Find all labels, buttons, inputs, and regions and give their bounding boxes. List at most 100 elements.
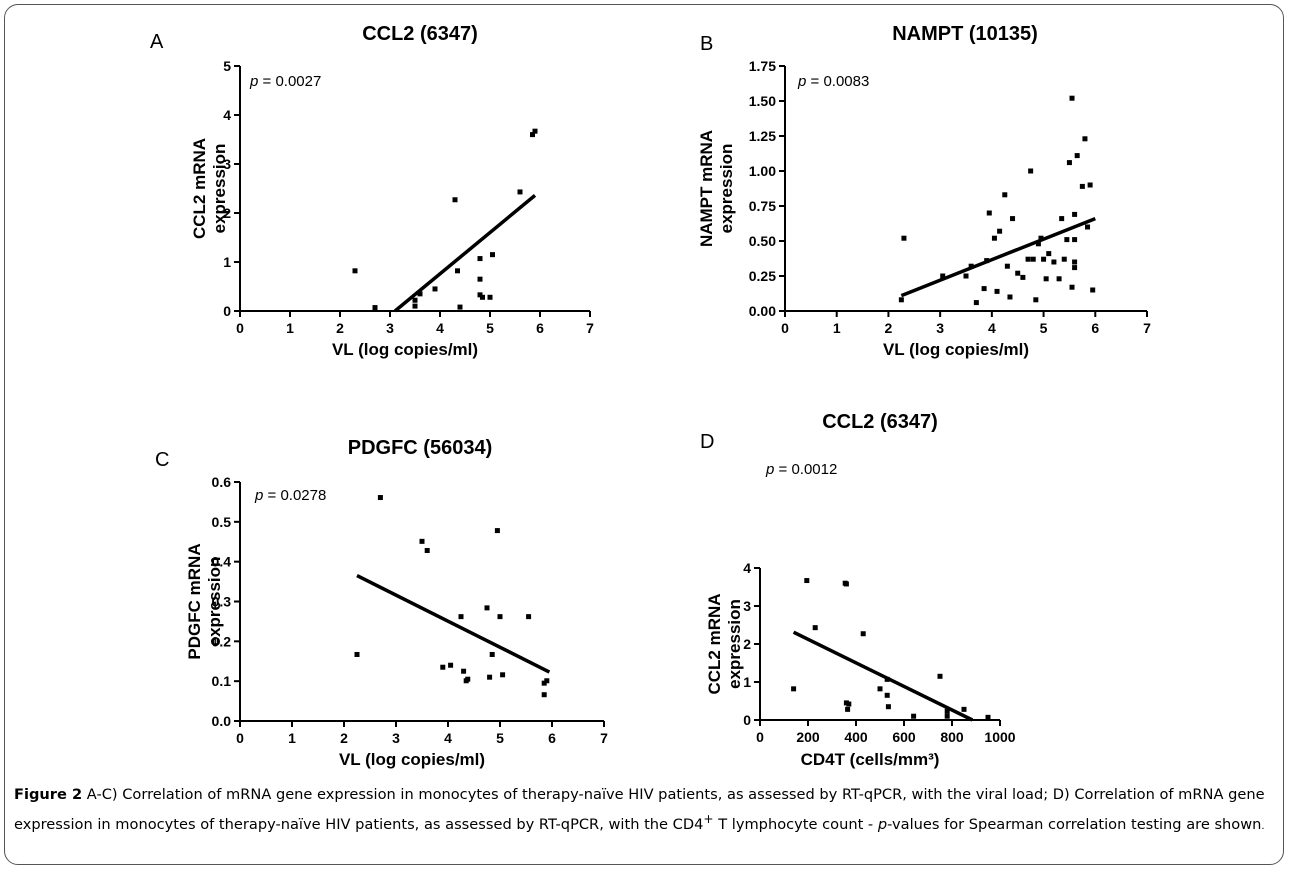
- data-point: [1082, 136, 1088, 142]
- panel-letter: D: [700, 431, 714, 453]
- figure-panels: A CCL2 (6347) 0 1 2 3 4 5 6 7 0 1 2 3 4 5 VL (log copies…: [150, 23, 1151, 769]
- x-tick-label: 3: [386, 320, 394, 336]
- data-point: [1007, 294, 1013, 300]
- x-tick-label: 7: [1143, 320, 1151, 336]
- y-tick-label: 3: [223, 156, 231, 172]
- x-tick-label: 4: [436, 320, 444, 336]
- caption-text-2: T lymphocyte count -: [713, 815, 878, 833]
- chart-title: PDGFC (56034): [348, 437, 493, 459]
- y-tick-label: 1.50: [749, 93, 776, 109]
- data-point: [1061, 256, 1067, 262]
- data-point: [417, 291, 423, 297]
- data-point: [1041, 256, 1047, 262]
- data-point: [489, 651, 495, 657]
- panel-letter: B: [700, 33, 713, 55]
- data-point: [484, 605, 490, 611]
- chart-title: CCL2 (6347): [362, 23, 478, 45]
- data-point: [1025, 256, 1031, 262]
- data-point: [1059, 216, 1065, 222]
- data-point: [530, 132, 535, 138]
- data-point: [981, 286, 987, 292]
- x-tick-label: 400: [844, 729, 868, 745]
- y-axis-title-line: expression: [210, 144, 229, 234]
- chart-panel-b: B NAMPT (10135) 0 1 2 3 4 5 6 7 0.00 0.25 0.50 0.75 1.…: [697, 23, 1151, 359]
- data-point: [1051, 259, 1057, 265]
- data-point: [898, 297, 904, 303]
- data-point: [1020, 274, 1026, 280]
- data-point: [419, 538, 425, 544]
- data-point: [1043, 276, 1049, 282]
- data-point: [986, 210, 992, 216]
- data-point: [944, 713, 950, 719]
- chart-panel-a: A CCL2 (6347) 0 1 2 3 4 5 6 7 0 1 2 3 4 5 VL (log copies…: [150, 23, 594, 359]
- caption-superscript: +: [703, 812, 714, 826]
- x-tick-label: 6: [1091, 320, 1099, 336]
- y-tick-label: 0.25: [749, 268, 776, 284]
- data-point: [994, 288, 1000, 294]
- data-point: [480, 294, 485, 300]
- p-value-annotation: p = 0.0012: [765, 461, 837, 478]
- data-point: [526, 614, 532, 620]
- y-tick-label: 0.1: [212, 673, 232, 689]
- data-point: [846, 701, 852, 707]
- y-axis-title-line: expression: [717, 144, 736, 234]
- x-tick-label: 0: [236, 730, 244, 746]
- p-value-text: = 0.0027: [258, 73, 321, 90]
- x-tick-label: 3: [392, 730, 400, 746]
- data-point: [1035, 241, 1041, 247]
- y-tick-label: 3: [743, 598, 751, 614]
- data-point: [465, 676, 471, 682]
- data-point: [497, 614, 503, 620]
- x-tick-label: 2: [340, 730, 348, 746]
- x-tick-label: 4: [988, 320, 996, 336]
- data-point: [997, 228, 1003, 234]
- data-point: [352, 268, 358, 274]
- p-value-annotation: p = 0.0083: [797, 73, 869, 90]
- data-point: [1033, 297, 1039, 303]
- data-point: [412, 297, 418, 303]
- data-point: [1069, 284, 1075, 290]
- data-point: [494, 528, 500, 534]
- data-point: [1066, 160, 1072, 166]
- data-point: [455, 268, 460, 274]
- data-point: [885, 704, 891, 710]
- panel-letter: C: [155, 449, 169, 471]
- p-value-symbol: p: [249, 73, 258, 90]
- figure-frame: [4, 4, 1284, 865]
- p-value-text: = 0.0278: [263, 487, 326, 504]
- p-value-text: = 0.0012: [774, 461, 837, 478]
- y-tick-label: 1.00: [749, 163, 776, 179]
- panel-letter: A: [150, 31, 164, 53]
- data-point: [532, 128, 538, 134]
- y-tick-label: 1.75: [749, 58, 776, 74]
- x-tick-label: 6: [548, 730, 556, 746]
- data-point: [1030, 256, 1036, 262]
- chart-panel-d: D CCL2 (6347) 0 200 400 600 800 1000 0 1 2 3 4 CD4T (…: [700, 411, 1016, 769]
- data-point: [487, 674, 493, 680]
- y-tick-label: 0: [223, 303, 231, 319]
- x-tick-label: 0: [756, 729, 764, 745]
- chart-title: CCL2 (6347): [822, 411, 938, 433]
- chart-panel-c: C PDGFC (56034) 0 1 2 3 4 5 6 7 0.0 0.1 0.2 0.3 0.4 0.5…: [155, 437, 608, 769]
- data-point: [1004, 263, 1010, 269]
- data-point: [940, 273, 946, 279]
- data-point: [1085, 224, 1091, 230]
- x-tick-label: 2: [336, 320, 344, 336]
- data-point: [1046, 251, 1052, 257]
- regression-line: [792, 630, 974, 722]
- data-point: [1090, 287, 1096, 293]
- caption-text-1: A-C) Correlation of mRNA gene expression…: [14, 786, 1265, 833]
- data-point: [490, 252, 495, 258]
- p-value-symbol: p: [765, 461, 774, 478]
- x-tick-label: 6: [536, 320, 544, 336]
- y-tick-label: 1.25: [749, 128, 776, 144]
- data-point: [1087, 182, 1093, 188]
- y-tick-label: 0.2: [212, 633, 232, 649]
- x-axis-title: CD4T (cells/mm³): [801, 750, 940, 769]
- x-tick-label: 1: [286, 320, 294, 336]
- caption-endmark: .: [1261, 820, 1265, 832]
- data-point: [1010, 216, 1016, 222]
- data-point: [1069, 95, 1075, 101]
- p-value-symbol: p: [254, 487, 263, 504]
- regression-line: [393, 194, 537, 313]
